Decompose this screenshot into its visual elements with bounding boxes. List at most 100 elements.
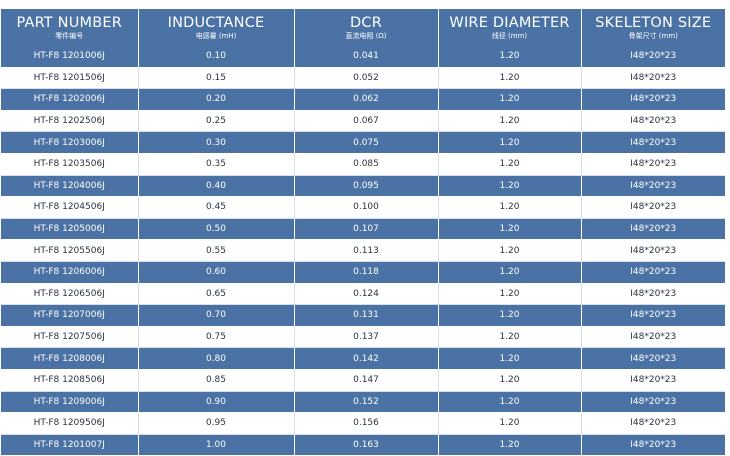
cell-skeleton-size: I48*20*23 (581, 239, 725, 262)
header-main-label: WIRE DIAMETER (449, 14, 570, 31)
cell-inductance: 0.35 (138, 153, 295, 176)
cell-wire-diameter: 1.20 (438, 88, 582, 111)
header-sub-label: 骨架尺寸 (mm) (628, 31, 678, 40)
cell-wire-diameter: 1.20 (438, 239, 582, 262)
cell-wire-diameter: 1.20 (438, 347, 582, 370)
cell-dcr: 0.137 (294, 326, 439, 349)
cell-skeleton-size: I48*20*23 (581, 391, 725, 414)
header-part-number: PART NUMBER 零件编号 (1, 9, 139, 46)
cell-dcr: 0.107 (294, 218, 439, 241)
table-row: HT-F8 1202506J 0.25 0.067 1.20 I48*20*23 (1, 110, 725, 133)
cell-inductance: 0.15 (138, 67, 295, 90)
cell-skeleton-size: I48*20*23 (581, 369, 725, 392)
cell-part-number: HT-F8 1208006J (1, 347, 139, 370)
header-skeleton-size: SKELETON SIZE 骨架尺寸 (mm) (581, 9, 725, 46)
cell-dcr: 0.062 (294, 88, 439, 111)
cell-inductance: 0.80 (138, 347, 295, 370)
table-row: HT-F8 1209006J 0.90 0.152 1.20 I48*20*23 (1, 391, 725, 414)
cell-inductance: 0.50 (138, 218, 295, 241)
cell-inductance: 0.65 (138, 283, 295, 306)
cell-wire-diameter: 1.20 (438, 110, 582, 133)
table-row: HT-F8 1201506J 0.15 0.052 1.20 I48*20*23 (1, 67, 725, 90)
cell-skeleton-size: I48*20*23 (581, 283, 725, 306)
cell-part-number: HT-F8 1201006J (1, 46, 139, 68)
spec-table-container: PART NUMBER 零件编号 INDUCTANCE 电感量 (mH) DCR… (1, 9, 725, 456)
cell-part-number: HT-F8 1206506J (1, 283, 139, 306)
cell-skeleton-size: I48*20*23 (581, 434, 725, 456)
cell-part-number: HT-F8 1202506J (1, 110, 139, 133)
cell-part-number: HT-F8 1204006J (1, 175, 139, 198)
header-row: PART NUMBER 零件编号 INDUCTANCE 电感量 (mH) DCR… (1, 9, 725, 46)
cell-wire-diameter: 1.20 (438, 218, 582, 241)
header-sub-label: 直流电阻 (Ω) (345, 31, 387, 40)
table-row: HT-F8 1206006J 0.60 0.118 1.20 I48*20*23 (1, 261, 725, 284)
cell-inductance: 1.00 (138, 434, 295, 456)
cell-skeleton-size: I48*20*23 (581, 175, 725, 198)
cell-inductance: 0.25 (138, 110, 295, 133)
cell-dcr: 0.113 (294, 239, 439, 262)
header-main-label: DCR (350, 14, 382, 31)
cell-inductance: 0.30 (138, 131, 295, 154)
cell-part-number: HT-F8 1204506J (1, 196, 139, 219)
cell-wire-diameter: 1.20 (438, 153, 582, 176)
cell-wire-diameter: 1.20 (438, 434, 582, 456)
cell-dcr: 0.124 (294, 283, 439, 306)
table-header: PART NUMBER 零件编号 INDUCTANCE 电感量 (mH) DCR… (1, 9, 725, 46)
cell-dcr: 0.085 (294, 153, 439, 176)
inductor-spec-table: PART NUMBER 零件编号 INDUCTANCE 电感量 (mH) DCR… (1, 9, 725, 456)
cell-dcr: 0.052 (294, 67, 439, 90)
cell-skeleton-size: I48*20*23 (581, 110, 725, 133)
cell-dcr: 0.156 (294, 412, 439, 435)
cell-skeleton-size: I48*20*23 (581, 88, 725, 111)
cell-dcr: 0.095 (294, 175, 439, 198)
cell-wire-diameter: 1.20 (438, 196, 582, 219)
table-row: HT-F8 1205506J 0.55 0.113 1.20 I48*20*23 (1, 239, 725, 262)
cell-inductance: 0.55 (138, 239, 295, 262)
cell-part-number: HT-F8 1203506J (1, 153, 139, 176)
cell-inductance: 0.60 (138, 261, 295, 284)
cell-part-number: HT-F8 1209506J (1, 412, 139, 435)
table-row: HT-F8 1205006J 0.50 0.107 1.20 I48*20*23 (1, 218, 725, 241)
cell-wire-diameter: 1.20 (438, 326, 582, 349)
cell-part-number: HT-F8 1206006J (1, 261, 139, 284)
cell-part-number: HT-F8 1203006J (1, 131, 139, 154)
cell-skeleton-size: I48*20*23 (581, 46, 725, 68)
cell-dcr: 0.147 (294, 369, 439, 392)
table-row: HT-F8 1201006J 0.10 0.041 1.20 I48*20*23 (1, 46, 725, 68)
cell-wire-diameter: 1.20 (438, 46, 582, 68)
cell-wire-diameter: 1.20 (438, 261, 582, 284)
cell-wire-diameter: 1.20 (438, 175, 582, 198)
header-wire-diameter: WIRE DIAMETER 线径 (mm) (438, 9, 582, 46)
header-main-label: INDUCTANCE (167, 14, 265, 31)
cell-dcr: 0.075 (294, 131, 439, 154)
cell-dcr: 0.067 (294, 110, 439, 133)
cell-inductance: 0.10 (138, 46, 295, 68)
header-main-label: SKELETON SIZE (595, 14, 712, 31)
cell-wire-diameter: 1.20 (438, 67, 582, 90)
cell-skeleton-size: I48*20*23 (581, 326, 725, 349)
cell-skeleton-size: I48*20*23 (581, 261, 725, 284)
table-row: HT-F8 1203506J 0.35 0.085 1.20 I48*20*23 (1, 153, 725, 176)
cell-skeleton-size: I48*20*23 (581, 347, 725, 370)
header-dcr: DCR 直流电阻 (Ω) (294, 9, 439, 46)
table-row: HT-F8 1208506J 0.85 0.147 1.20 I48*20*23 (1, 369, 725, 392)
cell-dcr: 0.142 (294, 347, 439, 370)
header-main-label: PART NUMBER (16, 14, 123, 31)
header-sub-label: 零件编号 (55, 31, 84, 40)
cell-inductance: 0.70 (138, 304, 295, 327)
cell-wire-diameter: 1.20 (438, 304, 582, 327)
cell-skeleton-size: I48*20*23 (581, 412, 725, 435)
cell-part-number: HT-F8 1201506J (1, 67, 139, 90)
cell-skeleton-size: I48*20*23 (581, 67, 725, 90)
cell-part-number: HT-F8 1205006J (1, 218, 139, 241)
cell-part-number: HT-F8 1209006J (1, 391, 139, 414)
cell-skeleton-size: I48*20*23 (581, 304, 725, 327)
cell-dcr: 0.118 (294, 261, 439, 284)
cell-wire-diameter: 1.20 (438, 391, 582, 414)
cell-dcr: 0.131 (294, 304, 439, 327)
cell-skeleton-size: I48*20*23 (581, 218, 725, 241)
cell-wire-diameter: 1.20 (438, 283, 582, 306)
cell-dcr: 0.041 (294, 46, 439, 68)
table-row: HT-F8 1207506J 0.75 0.137 1.20 I48*20*23 (1, 326, 725, 349)
cell-skeleton-size: I48*20*23 (581, 153, 725, 176)
